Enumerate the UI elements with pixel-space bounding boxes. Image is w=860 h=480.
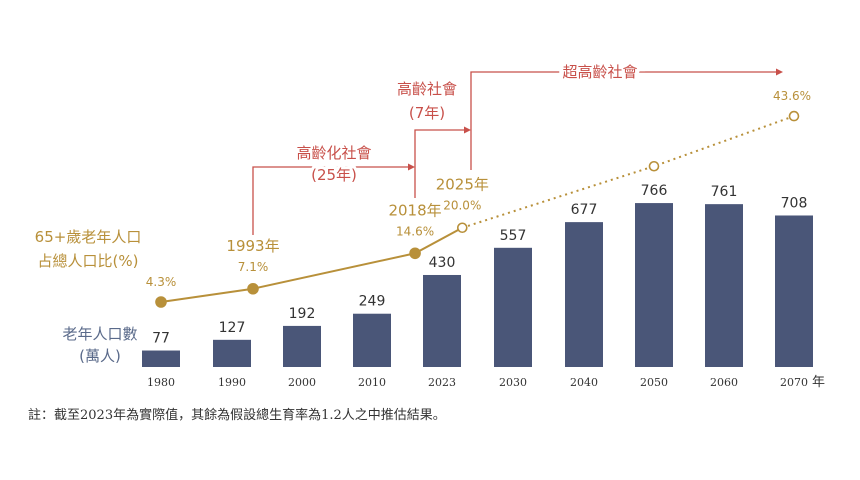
x-tick-2023: 2023 bbox=[428, 376, 456, 389]
annotation-label: 高齡社會 bbox=[397, 80, 457, 98]
bar-series-label: (萬人) bbox=[79, 347, 121, 365]
x-tick-2050: 2050 bbox=[640, 376, 668, 389]
bar-label-2000: 192 bbox=[289, 306, 316, 322]
x-tick-2070: 2070 bbox=[780, 376, 808, 389]
bar-2070 bbox=[775, 215, 813, 367]
bar-2030 bbox=[494, 247, 532, 367]
line-point-1980 bbox=[155, 296, 167, 308]
bar-2060 bbox=[705, 204, 743, 367]
bar-label-2060: 761 bbox=[711, 184, 738, 200]
footnote: 註：截至2023年為實際值，其餘為假設總生育率為1.2人之中推估結果。 bbox=[28, 408, 446, 423]
annotation-bracket bbox=[252, 166, 413, 235]
x-tick-2010: 2010 bbox=[358, 376, 386, 389]
x-tick-1980: 1980 bbox=[147, 376, 175, 389]
annotation-label: (25年) bbox=[311, 166, 357, 184]
bar-label-2023: 430 bbox=[429, 255, 456, 271]
x-tick-2060: 2060 bbox=[710, 376, 738, 389]
bar-2050 bbox=[635, 203, 673, 367]
line-actual bbox=[160, 226, 463, 303]
line-series-label: 65+歲老年人口 bbox=[35, 228, 142, 246]
line-year-label-1993: 1993年 bbox=[226, 237, 279, 255]
bar-label-2030: 557 bbox=[500, 228, 527, 244]
bar-label-2010: 249 bbox=[359, 294, 386, 310]
annotation-label: 超高齡社會 bbox=[562, 63, 637, 81]
line-point-2050 bbox=[648, 160, 660, 172]
x-tick-2040: 2040 bbox=[570, 376, 598, 389]
bar-1990 bbox=[213, 339, 251, 367]
bar-1980 bbox=[142, 350, 180, 367]
bar-2000 bbox=[283, 325, 321, 367]
x-tick-2000: 2000 bbox=[288, 376, 316, 389]
bar-label-2040: 677 bbox=[571, 202, 598, 218]
bar-2023 bbox=[423, 274, 461, 367]
arrow-icon bbox=[776, 68, 783, 76]
x-unit: 年 bbox=[812, 375, 825, 390]
line-point-2070 bbox=[788, 110, 800, 122]
line-series-label: 占總人口比(%) bbox=[38, 252, 139, 270]
line-year-label-2018: 2018年 bbox=[388, 201, 441, 219]
line-year-label-2025: 2025年 bbox=[436, 176, 489, 194]
arrow-icon bbox=[464, 126, 471, 134]
annotation-label: 高齡化社會 bbox=[296, 144, 371, 162]
bar-label-1990: 127 bbox=[219, 320, 246, 336]
line-point-2025 bbox=[456, 222, 468, 234]
line-label-2018: 14.6% bbox=[396, 224, 434, 238]
line-label-1993: 7.1% bbox=[238, 260, 269, 274]
annotation-label: (7年) bbox=[409, 104, 445, 122]
annotation-bracket bbox=[470, 71, 781, 170]
bar-series-label: 老年人口數 bbox=[62, 325, 137, 343]
line-label-2070: 43.6% bbox=[773, 89, 811, 103]
arrow-icon bbox=[408, 163, 415, 171]
line-point-1993 bbox=[247, 282, 259, 295]
x-tick-2030: 2030 bbox=[499, 376, 527, 389]
line-label-2025: 20.0% bbox=[443, 199, 481, 213]
bar-2040 bbox=[565, 222, 603, 367]
line-label-1980: 4.3% bbox=[146, 275, 177, 289]
bar-label-1980: 77 bbox=[152, 331, 170, 347]
line-projection bbox=[461, 115, 795, 229]
bar-2010 bbox=[353, 313, 391, 367]
x-tick-1990: 1990 bbox=[218, 376, 246, 389]
bar-label-2070: 708 bbox=[781, 195, 808, 211]
annotation-bracket bbox=[414, 129, 469, 198]
bar-label-2050: 766 bbox=[641, 183, 668, 199]
line-point-2018 bbox=[409, 247, 421, 260]
